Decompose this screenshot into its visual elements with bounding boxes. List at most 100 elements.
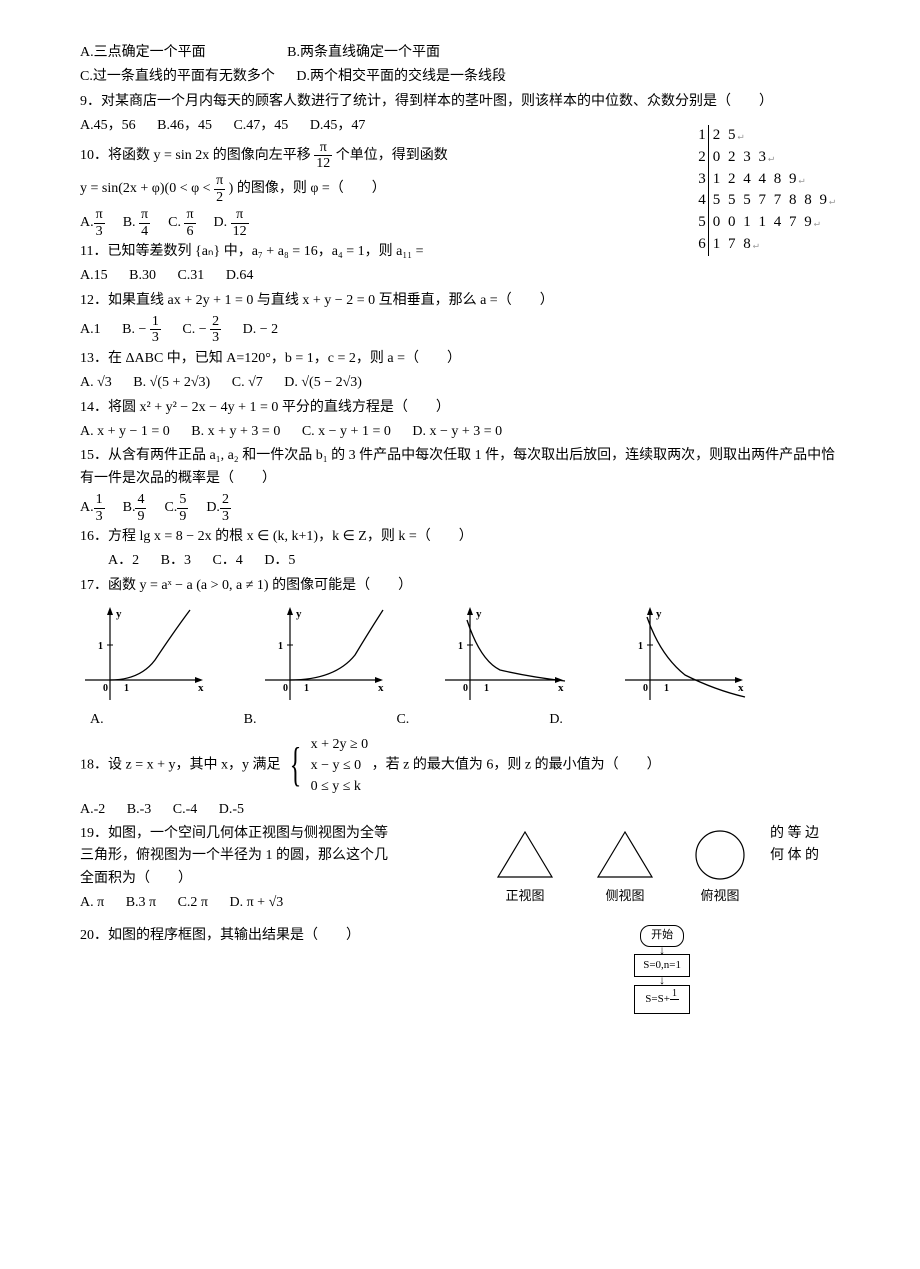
q12-opt-c: C. − 2 3 — [182, 314, 221, 346]
q18-opt-b: B.-3 — [127, 799, 152, 821]
stemleaf-row: 50 0 1 1 4 7 9↵ — [692, 212, 835, 234]
q13-opt-a: A. √3 — [80, 372, 112, 394]
svg-text:x: x — [738, 682, 744, 694]
q11-opt-b: B.30 — [129, 265, 156, 287]
q16-options: A．2 B．3 C．4 D．5 — [108, 550, 840, 572]
q13-stem: 13．在 ΔABC 中，已知 A=120°，b = 1，c = 2，则 a =（… — [80, 348, 840, 370]
q12-options: A.1 B. − 1 3 C. − 2 3 D. − 2 — [80, 314, 840, 346]
q19-view-top: 俯视图 — [690, 827, 750, 907]
q10-stem-b: 个单位，得到函数 — [336, 148, 448, 163]
svg-text:1: 1 — [458, 641, 463, 652]
q19-opt-a: A. π — [80, 892, 104, 914]
svg-text:x: x — [558, 682, 564, 694]
q17-stem: 17．函数 y = aˣ − a (a > 0, a ≠ 1) 的图像可能是（ … — [80, 575, 840, 597]
q12-opt-a: A.1 — [80, 319, 101, 341]
q17-graph-c: 0 1 1 y x — [440, 605, 570, 705]
q11-options: A.15 B.30 C.31 D.64 — [80, 265, 840, 287]
q18-opt-c: C.-4 — [173, 799, 198, 821]
q8-opt-b: B.两条直线确定一个平面 — [287, 42, 440, 64]
svg-text:1: 1 — [484, 683, 489, 694]
q9-opt-d: D.45，47 — [310, 115, 366, 137]
q14-opt-c: C. x − y + 1 = 0 — [302, 421, 391, 443]
svg-text:x: x — [198, 682, 204, 694]
fc-arrow-icon: ↓ — [634, 977, 690, 984]
q17-label-c: C. — [396, 709, 409, 731]
q9-opt-c: C.47，45 — [233, 115, 288, 137]
q17-label-a: A. — [90, 709, 104, 731]
q11-opt-c: C.31 — [177, 265, 204, 287]
q8-opt-c: C.过一条直线的平面有无数多个 — [80, 66, 275, 88]
q15-opt-a: A.13 — [80, 492, 105, 524]
q13-opt-b: B. √(5 + 2√3) — [133, 372, 210, 394]
stem-leaf-plot: 12 5↵20 2 3 3↵31 2 4 4 8 9↵45 5 5 7 7 8 … — [692, 125, 835, 256]
q18-brace: { x + 2y ≥ 0 x − y ≤ 0 0 ≤ y ≤ k — [284, 734, 368, 797]
svg-text:y: y — [116, 608, 122, 620]
q16-opt-d: D．5 — [264, 550, 295, 572]
q10-frac1: π 12 — [314, 140, 332, 172]
q19-right2: 何 体 的 — [770, 845, 840, 867]
svg-text:y: y — [296, 608, 302, 620]
q19-opt-c: C.2 π — [178, 892, 208, 914]
q12-stem: 12．如果直线 ax + 2y + 1 = 0 与直线 x + y − 2 = … — [80, 290, 840, 312]
svg-text:1: 1 — [124, 683, 129, 694]
q13-opt-d: D. √(5 − 2√3) — [284, 372, 362, 394]
q17-label-d: D. — [549, 709, 563, 731]
q16-opt-a: A．2 — [108, 550, 139, 572]
q14-opt-a: A. x + y − 1 = 0 — [80, 421, 170, 443]
q9-opt-b: B.46，45 — [157, 115, 212, 137]
q10-stem-a: 10．将函数 y = sin 2x 的图像向左平移 — [80, 148, 314, 163]
q9-stem: 9．对某商店一个月内每天的顾客人数进行了统计，得到样本的茎叶图，则该样本的中位数… — [80, 91, 840, 113]
q10-line2-b: ) 的图像，则 φ =（ ） — [229, 181, 386, 196]
q10-opt-d: D. π12 — [214, 207, 249, 239]
q9-opt-a: A.45，56 — [80, 115, 136, 137]
q19-view-front: 正视图 — [490, 827, 560, 907]
q11-opt-d: D.64 — [226, 265, 254, 287]
q19-opt-d: D. π + √3 — [230, 892, 284, 914]
q13-opt-c: C. √7 — [232, 372, 263, 394]
q19-wrap: 正视图侧视图俯视图 19．如图，一个空间几何体正视图与侧视图为全等 的 等 边 … — [80, 823, 840, 923]
q17-graph-d: 0 1 1 y x — [620, 605, 750, 705]
svg-text:y: y — [476, 608, 482, 620]
q12-opt-b: B. − 1 3 — [122, 314, 161, 346]
svg-text:y: y — [656, 608, 662, 620]
q18-options: A.-2 B.-3 C.-4 D.-5 — [80, 799, 840, 821]
q11-opt-a: A.15 — [80, 265, 108, 287]
q19-opt-b: B.3 π — [126, 892, 156, 914]
q18-stem: 18．设 z = x + y，其中 x，y 满足 { x + 2y ≥ 0 x … — [80, 734, 840, 797]
svg-text:1: 1 — [98, 641, 103, 652]
q8-options-row2: C.过一条直线的平面有无数多个 D.两个相交平面的交线是一条线段 — [80, 66, 840, 88]
svg-text:0: 0 — [643, 683, 648, 694]
fc-arrow-icon: ↓ — [634, 947, 690, 954]
q17-graph-b: 0 1 1 y x — [260, 605, 390, 705]
q19-line1: 19．如图，一个空间几何体正视图与侧视图为全等 — [80, 823, 460, 845]
q14-opt-d: D. x − y + 3 = 0 — [412, 421, 502, 443]
q14-opt-b: B. x + y + 3 = 0 — [191, 421, 280, 443]
q17-graph-a: 0 1 1 y x — [80, 605, 210, 705]
q19-right1: 的 等 边 — [770, 823, 840, 845]
svg-text:0: 0 — [463, 683, 468, 694]
q17-labels: A. B. C. D. — [90, 709, 840, 731]
q20-wrap: 20．如图的程序框图，其输出结果是（ ） 开始 ↓ S=0,n=1 ↓ S=S+… — [80, 925, 840, 1005]
svg-text:0: 0 — [283, 683, 288, 694]
stemleaf-row: 20 2 3 3↵ — [692, 147, 835, 169]
q19-line3: 全面积为（ ） — [80, 868, 460, 890]
q10-opt-c: C. π6 — [168, 207, 195, 239]
svg-text:1: 1 — [278, 641, 283, 652]
stemleaf-row: 61 7 8↵ — [692, 234, 835, 256]
q15-opt-d: D.23 — [206, 492, 231, 524]
q16-opt-b: B．3 — [161, 550, 191, 572]
stemleaf-row: 12 5↵ — [692, 125, 835, 147]
q10-opt-a: A.π3 — [80, 207, 105, 239]
q18-opt-a: A.-2 — [80, 799, 105, 821]
q20-flowchart: 开始 ↓ S=0,n=1 ↓ S=S+1 — [634, 925, 690, 1014]
q17-label-b: B. — [244, 709, 257, 731]
q14-stem: 14．将圆 x² + y² − 2x − 4y + 1 = 0 平分的直线方程是… — [80, 397, 840, 419]
q10-opt-b: B. π4 — [123, 207, 150, 239]
stemleaf-row: 45 5 5 7 7 8 8 9↵ — [692, 190, 835, 212]
q19-line2: 三角形，俯视图为一个半径为 1 的圆，那么这个几 — [80, 845, 460, 867]
q10-frac2: π 2 — [214, 173, 225, 205]
q20-stem: 20．如图的程序框图，其输出结果是（ ） — [80, 925, 840, 947]
q19-views: 正视图侧视图俯视图 — [490, 827, 750, 907]
q8-opt-d: D.两个相交平面的交线是一条线段 — [296, 66, 506, 88]
q17-graphs: 0 1 1 y x 0 1 1 y x 0 1 1 y x 0 1 — [80, 605, 840, 705]
